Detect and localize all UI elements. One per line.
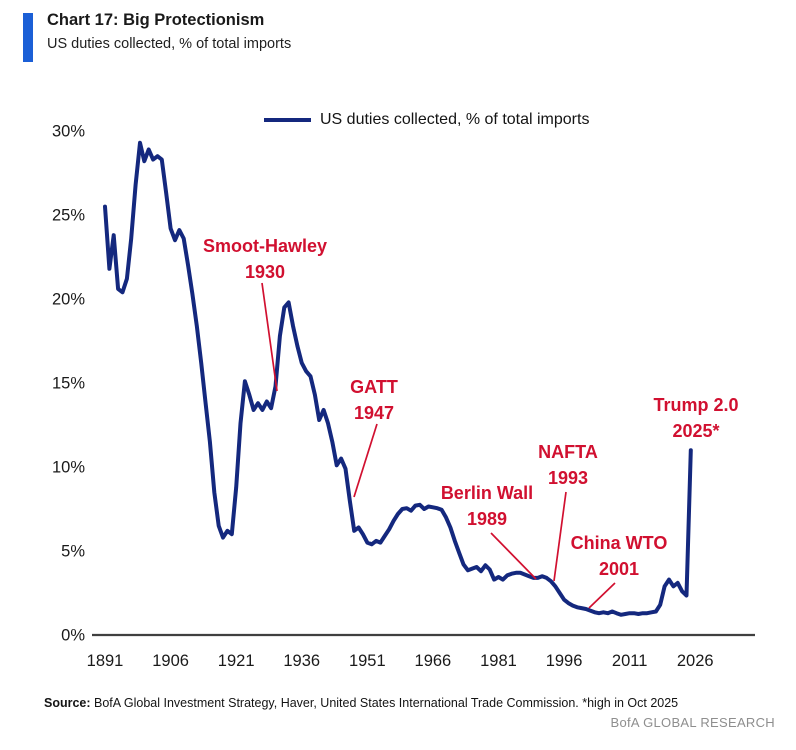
annotation-label-gatt: GATT	[350, 377, 398, 397]
annotation-year-nafta: 1993	[548, 468, 588, 488]
x-axis-tick-label: 1891	[87, 652, 124, 670]
x-axis-tick-label: 1921	[218, 652, 255, 670]
annotation-label-smoot-hawley: Smoot-Hawley	[203, 236, 327, 256]
source-note: Source: BofA Global Investment Strategy,…	[44, 696, 678, 710]
x-axis-tick-label: 2011	[612, 652, 647, 670]
x-axis-tick-label: 1951	[349, 652, 386, 670]
annotation-label-china-wto: China WTO	[571, 533, 668, 553]
title-accent-bar	[23, 13, 33, 62]
x-axis-tick-label: 2026	[677, 652, 714, 670]
annotation-leader-china-wto	[588, 582, 616, 609]
annotation-leader-berlin-wall	[490, 532, 537, 580]
annotation-label-berlin-wall: Berlin Wall	[441, 483, 533, 503]
y-axis-tick-label: 30%	[52, 123, 85, 141]
brand-watermark: BofA GLOBAL RESEARCH	[610, 715, 775, 730]
y-axis-tick-label: 25%	[52, 207, 85, 225]
duties-line-series	[103, 140, 693, 617]
x-axis-tick-label: 1936	[283, 652, 320, 670]
y-axis-tick-label: 15%	[52, 375, 85, 393]
annotation-year-smoot-hawley: 1930	[245, 262, 285, 282]
y-axis-tick-label: 10%	[52, 459, 85, 477]
y-axis-tick-label: 5%	[61, 543, 85, 561]
annotation-year-berlin-wall: 1989	[467, 509, 507, 529]
annotation-year-china-wto: 2001	[599, 559, 639, 579]
y-axis-tick-label: 0%	[61, 627, 85, 645]
source-label: Source:	[44, 696, 91, 710]
page-subtitle: US duties collected, % of total imports	[47, 36, 292, 52]
x-axis-tick-label: 1966	[415, 652, 452, 670]
annotation-year-trump-2-0: 2025*	[672, 421, 719, 441]
y-axis-tick-label: 20%	[52, 291, 85, 309]
annotation-leader-gatt	[353, 423, 378, 498]
annotation-label-trump-2-0: Trump 2.0	[653, 395, 738, 415]
annotation-leader-smoot-hawley	[261, 282, 278, 392]
x-axis-tick-label: 1996	[546, 652, 583, 670]
annotation-label-nafta: NAFTA	[538, 442, 598, 462]
annotation-leader-nafta	[553, 491, 567, 582]
annotation-year-gatt: 1947	[354, 403, 394, 423]
page-title: Chart 17: Big Protectionism	[47, 11, 265, 29]
legend: US duties collected, % of total imports	[264, 111, 589, 129]
legend-line-swatch	[264, 118, 311, 122]
x-axis-tick-label: 1906	[152, 652, 189, 670]
legend-label: US duties collected, % of total imports	[320, 111, 590, 128]
source-text: BofA Global Investment Strategy, Haver, …	[90, 696, 679, 710]
x-axis-tick-label: 1981	[480, 652, 517, 670]
